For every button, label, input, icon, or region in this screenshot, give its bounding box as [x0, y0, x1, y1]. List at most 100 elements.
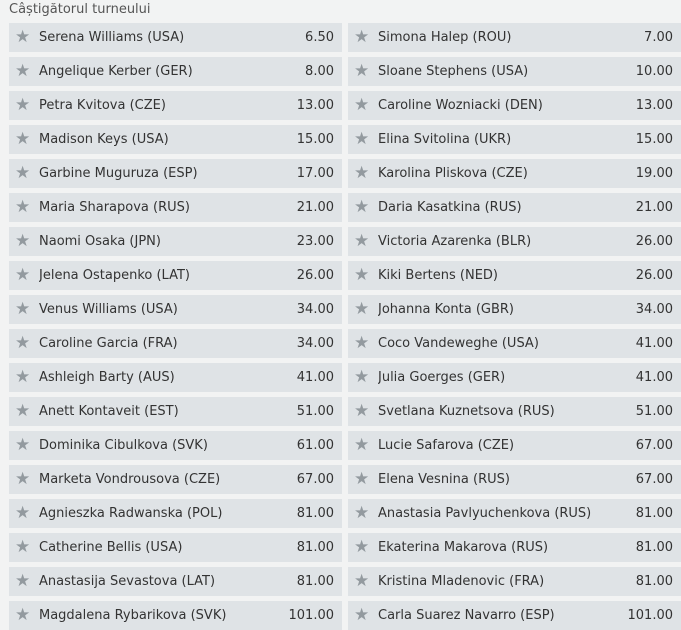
- star-icon[interactable]: ★: [354, 435, 370, 455]
- selection-row[interactable]: ★ Anastasija Sevastova (LAT) 81.00: [9, 567, 342, 596]
- star-icon[interactable]: ★: [354, 95, 370, 115]
- star-icon[interactable]: ★: [354, 605, 370, 625]
- selection-row[interactable]: ★ Caroline Garcia (FRA) 34.00: [9, 329, 342, 358]
- star-icon[interactable]: ★: [15, 571, 31, 591]
- selection-row[interactable]: ★ Johanna Konta (GBR) 34.00: [348, 295, 681, 324]
- star-icon[interactable]: ★: [15, 333, 31, 353]
- star-icon[interactable]: ★: [354, 537, 370, 557]
- selection-row[interactable]: ★ Ekaterina Makarova (RUS) 81.00: [348, 533, 681, 562]
- star-icon[interactable]: ★: [15, 27, 31, 47]
- star-icon[interactable]: ★: [354, 231, 370, 251]
- selection-row[interactable]: ★ Petra Kvitova (CZE) 13.00: [9, 91, 342, 120]
- odds-value[interactable]: 51.00: [296, 404, 334, 419]
- selection-row[interactable]: ★ Carla Suarez Navarro (ESP) 101.00: [348, 601, 681, 630]
- odds-value[interactable]: 61.00: [296, 438, 334, 453]
- odds-value[interactable]: 19.00: [635, 166, 673, 181]
- selection-row[interactable]: ★ Dominika Cibulkova (SVK) 61.00: [9, 431, 342, 460]
- odds-value[interactable]: 81.00: [635, 540, 673, 555]
- star-icon[interactable]: ★: [354, 401, 370, 421]
- odds-value[interactable]: 8.00: [305, 64, 334, 79]
- star-icon[interactable]: ★: [15, 605, 31, 625]
- star-icon[interactable]: ★: [354, 27, 370, 47]
- odds-value[interactable]: 34.00: [296, 336, 334, 351]
- selection-row[interactable]: ★ Anastasia Pavlyuchenkova (RUS) 81.00: [348, 499, 681, 528]
- odds-value[interactable]: 26.00: [296, 268, 334, 283]
- odds-value[interactable]: 23.00: [296, 234, 334, 249]
- odds-value[interactable]: 101.00: [627, 608, 674, 623]
- star-icon[interactable]: ★: [15, 367, 31, 387]
- odds-value[interactable]: 17.00: [296, 166, 334, 181]
- star-icon[interactable]: ★: [15, 163, 31, 183]
- star-icon[interactable]: ★: [354, 163, 370, 183]
- odds-value[interactable]: 81.00: [296, 540, 334, 555]
- odds-value[interactable]: 81.00: [296, 574, 334, 589]
- star-icon[interactable]: ★: [354, 503, 370, 523]
- selection-row[interactable]: ★ Maria Sharapova (RUS) 21.00: [9, 193, 342, 222]
- odds-value[interactable]: 21.00: [635, 200, 673, 215]
- odds-value[interactable]: 41.00: [635, 336, 673, 351]
- odds-value[interactable]: 101.00: [288, 608, 335, 623]
- selection-row[interactable]: ★ Simona Halep (ROU) 7.00: [348, 23, 681, 52]
- odds-value[interactable]: 81.00: [635, 506, 673, 521]
- selection-row[interactable]: ★ Garbine Muguruza (ESP) 17.00: [9, 159, 342, 188]
- selection-row[interactable]: ★ Elina Svitolina (UKR) 15.00: [348, 125, 681, 154]
- selection-row[interactable]: ★ Caroline Wozniacki (DEN) 13.00: [348, 91, 681, 120]
- selection-row[interactable]: ★ Madison Keys (USA) 15.00: [9, 125, 342, 154]
- selection-row[interactable]: ★ Kiki Bertens (NED) 26.00: [348, 261, 681, 290]
- odds-value[interactable]: 13.00: [635, 98, 673, 113]
- selection-row[interactable]: ★ Svetlana Kuznetsova (RUS) 51.00: [348, 397, 681, 426]
- selection-row[interactable]: ★ Victoria Azarenka (BLR) 26.00: [348, 227, 681, 256]
- selection-row[interactable]: ★ Marketa Vondrousova (CZE) 67.00: [9, 465, 342, 494]
- odds-value[interactable]: 21.00: [296, 200, 334, 215]
- star-icon[interactable]: ★: [15, 435, 31, 455]
- selection-row[interactable]: ★ Karolina Pliskova (CZE) 19.00: [348, 159, 681, 188]
- odds-value[interactable]: 6.50: [305, 30, 334, 45]
- selection-row[interactable]: ★ Sloane Stephens (USA) 10.00: [348, 57, 681, 86]
- selection-row[interactable]: ★ Daria Kasatkina (RUS) 21.00: [348, 193, 681, 222]
- star-icon[interactable]: ★: [354, 61, 370, 81]
- odds-value[interactable]: 15.00: [296, 132, 334, 147]
- star-icon[interactable]: ★: [354, 265, 370, 285]
- odds-value[interactable]: 34.00: [635, 302, 673, 317]
- odds-value[interactable]: 15.00: [635, 132, 673, 147]
- odds-value[interactable]: 51.00: [635, 404, 673, 419]
- odds-value[interactable]: 10.00: [635, 64, 673, 79]
- odds-value[interactable]: 7.00: [644, 30, 673, 45]
- star-icon[interactable]: ★: [354, 197, 370, 217]
- odds-value[interactable]: 41.00: [635, 370, 673, 385]
- selection-row[interactable]: ★ Serena Williams (USA) 6.50: [9, 23, 342, 52]
- selection-row[interactable]: ★ Ashleigh Barty (AUS) 41.00: [9, 363, 342, 392]
- selection-row[interactable]: ★ Angelique Kerber (GER) 8.00: [9, 57, 342, 86]
- star-icon[interactable]: ★: [15, 401, 31, 421]
- star-icon[interactable]: ★: [15, 129, 31, 149]
- odds-value[interactable]: 41.00: [296, 370, 334, 385]
- star-icon[interactable]: ★: [15, 61, 31, 81]
- selection-row[interactable]: ★ Venus Williams (USA) 34.00: [9, 295, 342, 324]
- odds-value[interactable]: 67.00: [635, 472, 673, 487]
- selection-row[interactable]: ★ Agnieszka Radwanska (POL) 81.00: [9, 499, 342, 528]
- star-icon[interactable]: ★: [15, 197, 31, 217]
- star-icon[interactable]: ★: [15, 503, 31, 523]
- selection-row[interactable]: ★ Coco Vandeweghe (USA) 41.00: [348, 329, 681, 358]
- selection-row[interactable]: ★ Lucie Safarova (CZE) 67.00: [348, 431, 681, 460]
- star-icon[interactable]: ★: [354, 469, 370, 489]
- selection-row[interactable]: ★ Magdalena Rybarikova (SVK) 101.00: [9, 601, 342, 630]
- selection-row[interactable]: ★ Catherine Bellis (USA) 81.00: [9, 533, 342, 562]
- selection-row[interactable]: ★ Naomi Osaka (JPN) 23.00: [9, 227, 342, 256]
- selection-row[interactable]: ★ Jelena Ostapenko (LAT) 26.00: [9, 261, 342, 290]
- selection-row[interactable]: ★ Julia Goerges (GER) 41.00: [348, 363, 681, 392]
- star-icon[interactable]: ★: [354, 367, 370, 387]
- odds-value[interactable]: 13.00: [296, 98, 334, 113]
- star-icon[interactable]: ★: [354, 129, 370, 149]
- odds-value[interactable]: 26.00: [635, 268, 673, 283]
- odds-value[interactable]: 67.00: [296, 472, 334, 487]
- star-icon[interactable]: ★: [354, 299, 370, 319]
- odds-value[interactable]: 67.00: [635, 438, 673, 453]
- star-icon[interactable]: ★: [15, 537, 31, 557]
- star-icon[interactable]: ★: [15, 95, 31, 115]
- odds-value[interactable]: 34.00: [296, 302, 334, 317]
- odds-value[interactable]: 26.00: [635, 234, 673, 249]
- selection-row[interactable]: ★ Anett Kontaveit (EST) 51.00: [9, 397, 342, 426]
- star-icon[interactable]: ★: [354, 333, 370, 353]
- star-icon[interactable]: ★: [15, 265, 31, 285]
